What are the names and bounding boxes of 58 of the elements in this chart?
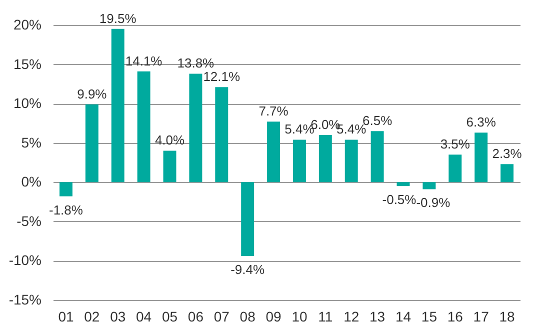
x-tick-label: 17 bbox=[473, 308, 490, 324]
bar bbox=[267, 122, 280, 182]
y-tick-label: -10% bbox=[8, 252, 42, 268]
bar bbox=[241, 182, 254, 256]
y-tick-label: 10% bbox=[13, 95, 42, 112]
data-label: 4.0% bbox=[154, 132, 185, 148]
y-tick-label: 0% bbox=[21, 174, 42, 190]
x-tick-label: 03 bbox=[110, 308, 126, 324]
bar bbox=[111, 28, 124, 182]
x-tick-label: 15 bbox=[421, 308, 438, 324]
data-label: 2.3% bbox=[492, 146, 522, 162]
bar bbox=[448, 154, 462, 182]
x-tick-label: 04 bbox=[136, 308, 152, 324]
bar bbox=[422, 182, 436, 190]
x-tick-label: 16 bbox=[447, 308, 464, 324]
bar bbox=[189, 74, 202, 182]
x-tick-label: 10 bbox=[292, 308, 308, 324]
data-label: 3.5% bbox=[440, 136, 470, 152]
bar bbox=[474, 132, 488, 182]
data-label: -0.9% bbox=[416, 195, 451, 210]
bar bbox=[85, 104, 98, 182]
bar bbox=[292, 140, 306, 182]
x-tick-label: 07 bbox=[214, 308, 230, 324]
data-label: -1.8% bbox=[48, 202, 84, 218]
x-tick-label: 08 bbox=[240, 308, 256, 324]
data-label: 12.1% bbox=[203, 69, 241, 84]
bar bbox=[59, 182, 72, 196]
data-label: -9.4% bbox=[230, 262, 265, 277]
bar bbox=[370, 131, 384, 182]
x-tick-label: 11 bbox=[318, 308, 333, 324]
x-tick-label: 18 bbox=[499, 308, 516, 324]
bar bbox=[344, 140, 358, 182]
bar bbox=[500, 164, 514, 182]
data-label: 9.9% bbox=[77, 86, 108, 102]
bar bbox=[163, 150, 176, 182]
x-tick-label: 06 bbox=[188, 308, 204, 324]
y-tick-label: -5% bbox=[16, 212, 42, 229]
x-tick-label: 13 bbox=[370, 308, 386, 324]
data-label: 14.1% bbox=[125, 53, 163, 68]
x-tick-label: 02 bbox=[84, 308, 100, 324]
y-tick-label: 20% bbox=[13, 16, 42, 32]
x-tick-label: 09 bbox=[266, 308, 282, 324]
y-tick-label: 15% bbox=[13, 56, 42, 72]
bar bbox=[137, 71, 150, 182]
x-tick-label: 14 bbox=[395, 308, 412, 324]
x-tick-label: 12 bbox=[344, 308, 360, 324]
data-label: 6.3% bbox=[466, 114, 496, 130]
x-tick-label: 05 bbox=[162, 308, 178, 324]
bar bbox=[215, 87, 228, 182]
y-tick-label: 5% bbox=[21, 134, 42, 150]
x-tick-label: 01 bbox=[58, 308, 74, 324]
data-label: 19.5% bbox=[99, 10, 137, 26]
data-label: -0.5% bbox=[382, 192, 417, 208]
y-tick-label: -15% bbox=[8, 292, 42, 308]
bar bbox=[396, 182, 410, 186]
data-label: 13.8% bbox=[177, 56, 215, 71]
bar bbox=[318, 135, 332, 182]
data-label: 7.7% bbox=[258, 104, 289, 119]
